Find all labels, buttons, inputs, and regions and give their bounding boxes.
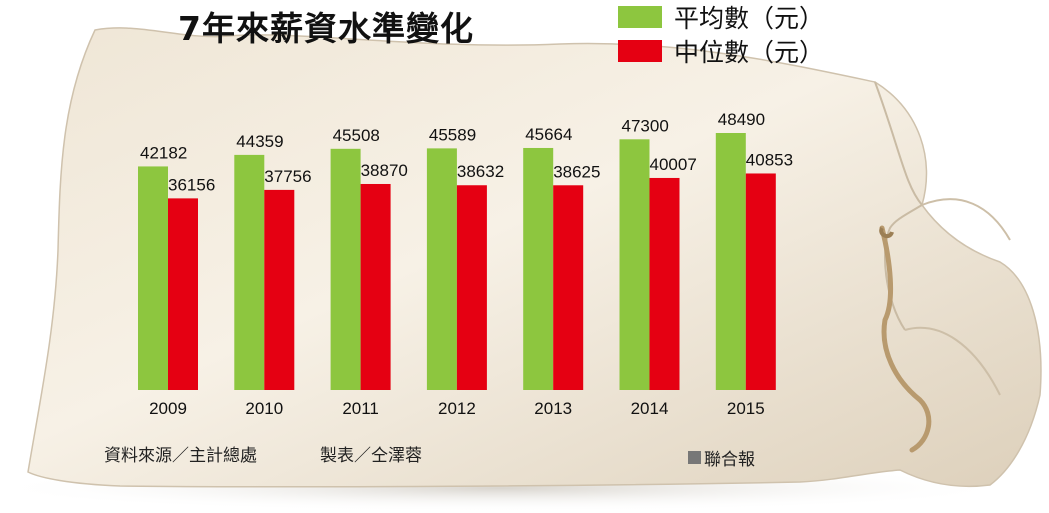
label-median-2013: 38625 — [553, 162, 600, 181]
credit-note: 製表／仝澤蓉 — [320, 446, 422, 466]
label-mean-2015: 48490 — [718, 110, 765, 129]
bar-mean-2010 — [234, 154, 265, 390]
publisher-name: 聯合報 — [704, 450, 755, 470]
bar-mean-2011 — [330, 148, 361, 390]
x-tick-2011: 2011 — [342, 399, 379, 418]
bar-median-2012 — [456, 185, 487, 390]
label-median-2012: 38632 — [457, 162, 504, 181]
label-median-2014: 40007 — [650, 155, 697, 174]
label-mean-2013: 45664 — [525, 125, 572, 144]
bar-mean-2009 — [138, 166, 168, 390]
x-tick-2012: 2012 — [438, 399, 476, 418]
bar-mean-2012 — [426, 148, 457, 390]
legend-label-mean: 平均數（元） — [674, 4, 825, 33]
label-mean-2009: 42182 — [140, 143, 187, 162]
legend: 平均數（元） 中位數（元） — [618, 0, 824, 68]
bar-mean-2013 — [523, 147, 554, 390]
label-median-2010: 37756 — [264, 167, 311, 186]
legend-item-median: 中位數（元） — [618, 34, 824, 68]
publisher-mark: 聯合報 — [688, 445, 755, 470]
legend-label-median: 中位數（元） — [674, 38, 825, 67]
bar-median-2009 — [168, 198, 198, 390]
x-tick-2010: 2010 — [245, 399, 283, 418]
label-mean-2012: 45589 — [429, 125, 476, 144]
label-mean-2014: 47300 — [622, 116, 669, 135]
bar-median-2013 — [553, 185, 584, 390]
label-median-2015: 40853 — [746, 150, 793, 169]
bar-median-2015 — [745, 173, 776, 390]
legend-swatch-median — [618, 40, 662, 62]
bar-mean-2014 — [619, 139, 650, 390]
label-median-2011: 38870 — [361, 161, 408, 180]
x-tick-2015: 2015 — [727, 399, 765, 418]
source-note: 資料來源／主計總處 — [104, 446, 257, 466]
chart-title: 7年來薪資水準變化 — [178, 9, 474, 48]
publisher-square-icon — [688, 451, 701, 464]
x-tick-2009: 2009 — [149, 399, 187, 418]
label-mean-2010: 44359 — [236, 132, 283, 151]
label-median-2009: 36156 — [168, 175, 215, 194]
bar-mean-2015 — [715, 133, 746, 390]
bar-median-2014 — [649, 177, 680, 390]
x-tick-2014: 2014 — [631, 399, 669, 418]
legend-swatch-mean — [618, 6, 662, 28]
bar-median-2011 — [360, 183, 391, 390]
label-mean-2011: 45508 — [333, 126, 380, 145]
bar-median-2010 — [264, 189, 295, 390]
x-tick-2013: 2013 — [534, 399, 572, 418]
legend-item-mean: 平均數（元） — [618, 0, 824, 34]
